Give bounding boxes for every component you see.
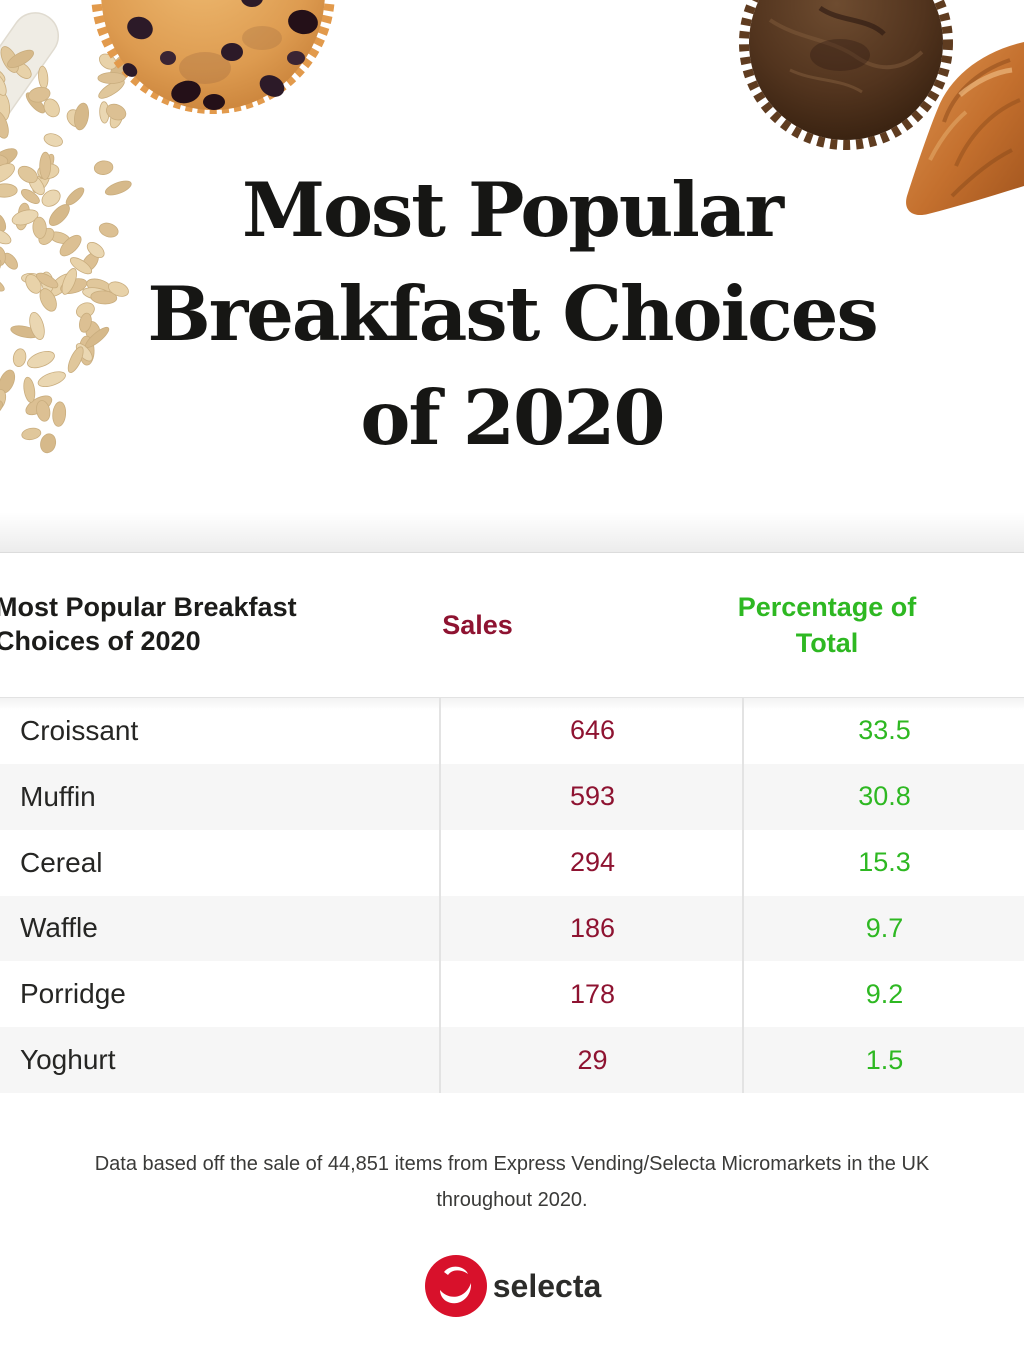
footnote-line-1: Data based off the sale of 44,851 items … <box>94 1153 930 1175</box>
page-title-line-2: Breakfast Choices <box>147 270 878 358</box>
row-sales-value: 29 <box>577 1044 608 1075</box>
row-percentage-value: 9.7 <box>865 912 904 943</box>
table-header-sales: Sales <box>442 609 513 640</box>
row-percentage-value: 33.5 <box>858 715 911 746</box>
row-percentage-value: 15.3 <box>858 847 911 878</box>
table-row: Waffle 186 9.7 <box>0 895 1024 962</box>
table-top-divider <box>0 512 1024 553</box>
column-divider-1 <box>439 698 441 1093</box>
table-row: Yoghurt 29 1.5 <box>0 1027 1024 1093</box>
row-sales-value: 178 <box>569 978 616 1009</box>
table-row: Cereal 294 15.3 <box>0 829 1024 896</box>
page-title-line-1: Most Popular <box>241 166 784 254</box>
chocolate-muffin-image <box>739 0 953 150</box>
selecta-logo-text: selecta <box>492 1267 602 1304</box>
row-percentage-value: 9.2 <box>865 978 904 1009</box>
row-item-label: Porridge <box>20 978 126 1010</box>
row-item-label: Waffle <box>20 912 98 944</box>
row-sales-value: 593 <box>569 781 616 812</box>
row-item-label: Yoghurt <box>20 1044 116 1076</box>
row-percentage-value: 30.8 <box>858 781 911 812</box>
row-percentage-value: 1.5 <box>865 1044 904 1075</box>
row-item-label: Croissant <box>20 714 139 746</box>
page-title: Most Popular Breakfast Choices of 2020 <box>0 158 1024 470</box>
table-header-title: Most Popular Breakfast Choices of 2020 <box>0 592 297 656</box>
row-item-label: Muffin <box>20 780 96 812</box>
row-item-label: Cereal <box>20 846 103 878</box>
blueberry-muffin-image <box>91 0 335 114</box>
table-row: Porridge 178 9.2 <box>0 961 1024 1028</box>
page-title-line-3: of 2020 <box>360 374 665 462</box>
table-body: Croissant 646 33.5 Muffin 593 30.8 Cerea… <box>0 698 1024 1093</box>
selecta-logo: selecta <box>0 1250 1024 1322</box>
footnote-line-2: throughout 2020. <box>436 1189 588 1211</box>
table-header-row: Most Popular Breakfast Choices of 2020 S… <box>0 553 1024 698</box>
column-divider-2 <box>742 698 744 1093</box>
row-sales-value: 294 <box>569 847 616 878</box>
data-source-footnote: Data based off the sale of 44,851 items … <box>0 1146 1024 1218</box>
table-row: Croissant 646 33.5 <box>0 698 1024 764</box>
row-sales-value: 186 <box>569 912 616 943</box>
hero-section: Most Popular Breakfast Choices of 2020 <box>0 0 1024 553</box>
row-sales-value: 646 <box>569 715 616 746</box>
table-row: Muffin 593 30.8 <box>0 763 1024 830</box>
table-header-percentage-label: Percentage of Total <box>737 591 917 658</box>
table-header-percentage: Percentage of Total <box>630 589 1024 662</box>
selecta-logo-circle <box>424 1255 487 1317</box>
selecta-logo-icon <box>424 1255 487 1317</box>
